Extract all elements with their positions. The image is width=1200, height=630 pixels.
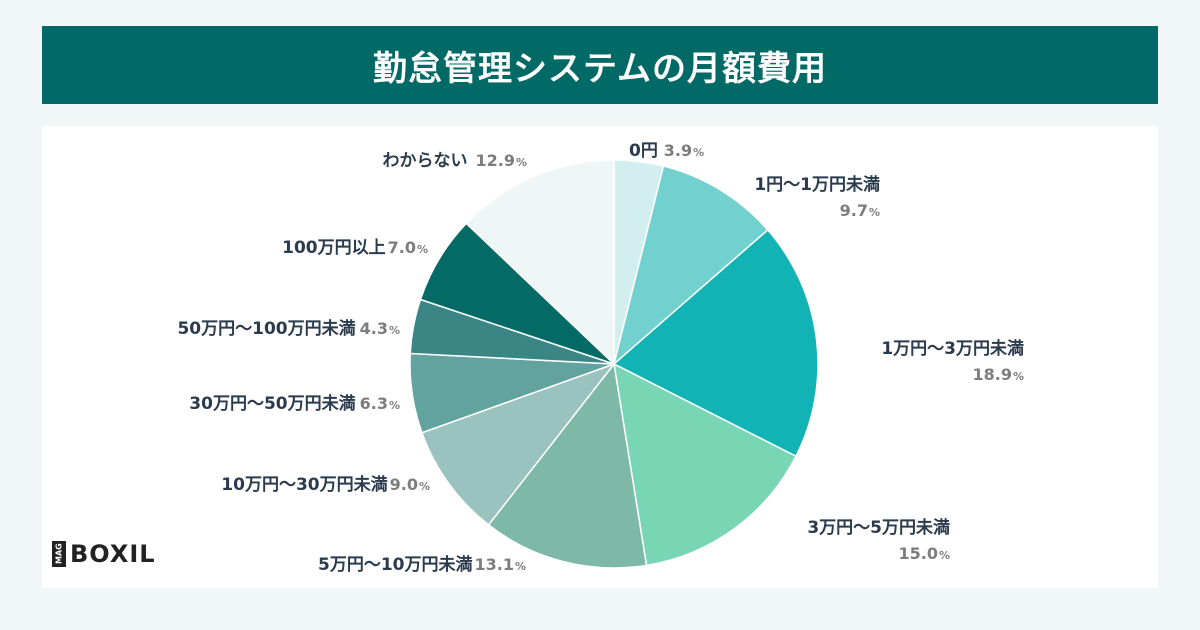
slice-7-name: 50万円～100万円未満: [177, 319, 356, 339]
slice-2-name: 1万円～3万円未満: [881, 339, 1024, 359]
slice-0-name: 0円: [629, 141, 658, 161]
slice-6-value: 6.3: [359, 394, 388, 413]
pie-slice-9: [465, 159, 615, 366]
slice-7-value: 4.3: [359, 319, 388, 338]
pie-slice-3: [613, 362, 797, 567]
slice-3-value: 15.0: [898, 544, 938, 563]
pie-slice-1: [612, 165, 769, 367]
title-bar: 勤怠管理システムの月額費用: [42, 26, 1158, 104]
slice-4-name: 5万円～10万円未満: [317, 555, 473, 575]
brand-name: BOXIL: [70, 540, 156, 568]
chart-title: 勤怠管理システムの月額費用: [373, 48, 827, 89]
slice-1-name: 1円～1万円未満: [754, 175, 880, 195]
slice-3-name: 3万円～5万円未満: [807, 518, 950, 538]
slice-4-value: 13.1: [474, 555, 514, 574]
slice-9-value: 12.9: [475, 151, 515, 170]
boxil-logo: MAG BOXIL: [52, 540, 156, 568]
slice-5-name: 10万円～30万円未満: [221, 475, 388, 495]
label-slice-8: 100万円以上 7.0%: [282, 238, 428, 258]
label-slice-2: 1万円～3万円未満 18.9%: [881, 334, 1024, 384]
slice-5-value: 9.0: [389, 475, 418, 494]
slice-6-name: 30万円～50万円未満: [189, 394, 356, 414]
slice-8-value: 7.0: [387, 238, 416, 257]
slice-9-name: わからない: [382, 151, 468, 171]
label-slice-3: 3万円～5万円未満 15.0%: [807, 513, 950, 563]
slice-1-value: 9.7: [839, 201, 868, 220]
label-slice-5: 10万円～30万円未満 9.0%: [221, 475, 430, 495]
label-slice-0: 0円 3.9%: [629, 136, 704, 161]
slice-0-value: 3.9: [663, 141, 693, 160]
slice-8-name: 100万円以上: [282, 238, 386, 258]
label-slice-6: 30万円～50万円未満 6.3%: [189, 394, 400, 414]
label-slice-7: 50万円～100万円未満 4.3%: [177, 319, 400, 339]
pie-slice-5: [420, 362, 617, 526]
label-slice-9: わからない 12.9%: [382, 151, 527, 171]
unit: %: [693, 146, 705, 159]
slice-2-value: 18.9: [972, 365, 1012, 384]
label-slice-4: 5万円～10万円未満 13.1%: [317, 555, 526, 575]
mag-logo-mark: MAG: [52, 541, 66, 567]
pie-slice-4: [487, 362, 648, 569]
pie-slice-2: [612, 228, 819, 458]
label-slice-1: 1円～1万円未満 9.7%: [754, 170, 880, 220]
